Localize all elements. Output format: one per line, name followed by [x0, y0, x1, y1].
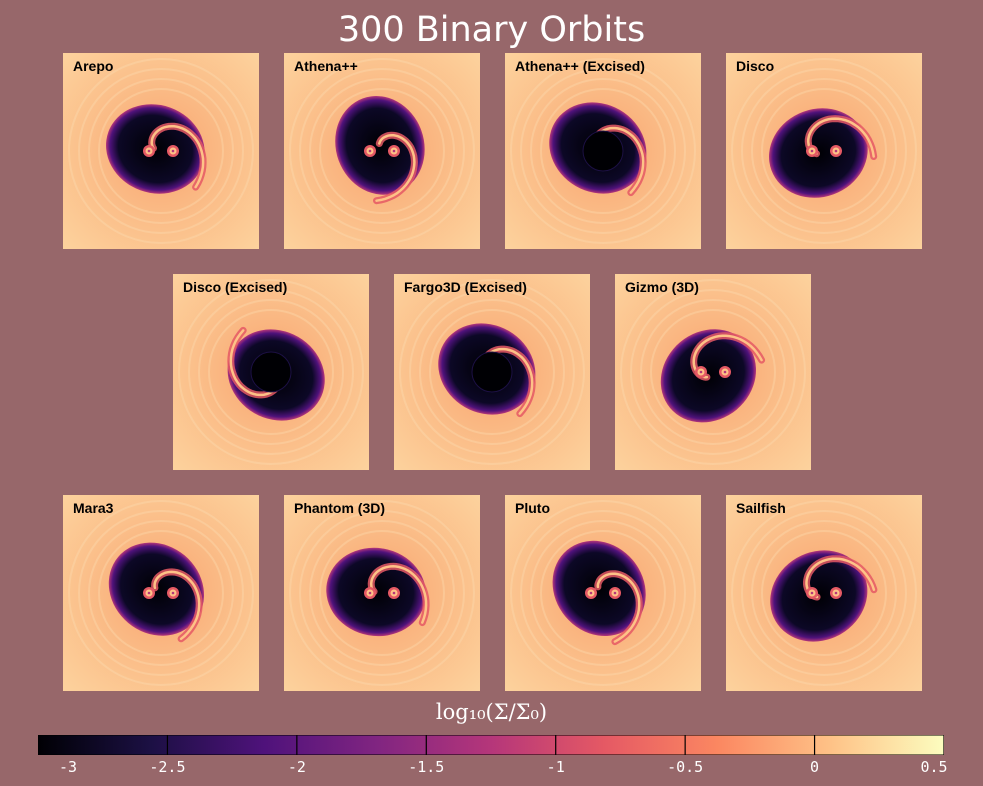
- panel-label: Mara3: [73, 500, 114, 516]
- panel-label: Disco (Excised): [183, 279, 288, 295]
- colorbar-tick-label: 0.5: [920, 758, 948, 776]
- colorbar-ticks: [38, 735, 944, 755]
- panel-phantom: Phantom (3D): [284, 495, 480, 691]
- panel-label: Fargo3D (Excised): [404, 279, 527, 295]
- panel-label: Pluto: [515, 500, 550, 516]
- panel-disco: Disco: [726, 53, 922, 249]
- colorbar-tick-label: -2: [287, 758, 306, 776]
- panel-arepo: Arepo: [63, 53, 259, 249]
- density-map: [173, 274, 369, 470]
- density-map: [284, 53, 480, 249]
- colorbar-tick-label: -3: [58, 758, 78, 776]
- colorbar-tick-label: -1.5: [408, 758, 445, 776]
- panel-fargo3d-excised: Fargo3D (Excised): [394, 274, 590, 470]
- density-map: [63, 495, 259, 691]
- panel-label: Disco: [736, 58, 775, 74]
- panel-label: Athena++ (Excised): [515, 58, 645, 74]
- panel-disco-excised: Disco (Excised): [173, 274, 369, 470]
- density-map: [505, 53, 701, 249]
- density-map: [63, 53, 259, 249]
- panel-pluto: Pluto: [505, 495, 701, 691]
- panel-label: Athena++: [294, 58, 358, 74]
- density-map: [726, 495, 922, 691]
- panel-gizmo: Gizmo (3D): [615, 274, 811, 470]
- density-map: [726, 53, 922, 249]
- colorbar-tick-label: -2.5: [149, 758, 186, 776]
- panel-mara3: Mara3: [63, 495, 259, 691]
- density-map: [615, 274, 811, 470]
- colorbar-tick-label: -1: [546, 758, 565, 776]
- panel-sailfish: Sailfish: [726, 495, 922, 691]
- colorbar: [38, 735, 944, 755]
- panel-label: Arepo: [73, 58, 114, 74]
- panel-label: Gizmo (3D): [625, 279, 699, 295]
- density-map: [505, 495, 701, 691]
- panel-label: Phantom (3D): [294, 500, 385, 516]
- panel-label: Sailfish: [736, 500, 786, 516]
- figure-title: 300 Binary Orbits: [337, 10, 646, 50]
- colorbar-label: log₁₀(Σ/Σ₀): [435, 700, 548, 724]
- density-map: [394, 274, 590, 470]
- panel-athena: Athena++: [284, 53, 480, 249]
- colorbar-gradient: [38, 735, 944, 755]
- colorbar-tick-label: 0: [810, 758, 820, 776]
- density-map: [284, 495, 480, 691]
- colorbar-tick-label: -0.5: [667, 758, 704, 776]
- panel-athena-excised: Athena++ (Excised): [505, 53, 701, 249]
